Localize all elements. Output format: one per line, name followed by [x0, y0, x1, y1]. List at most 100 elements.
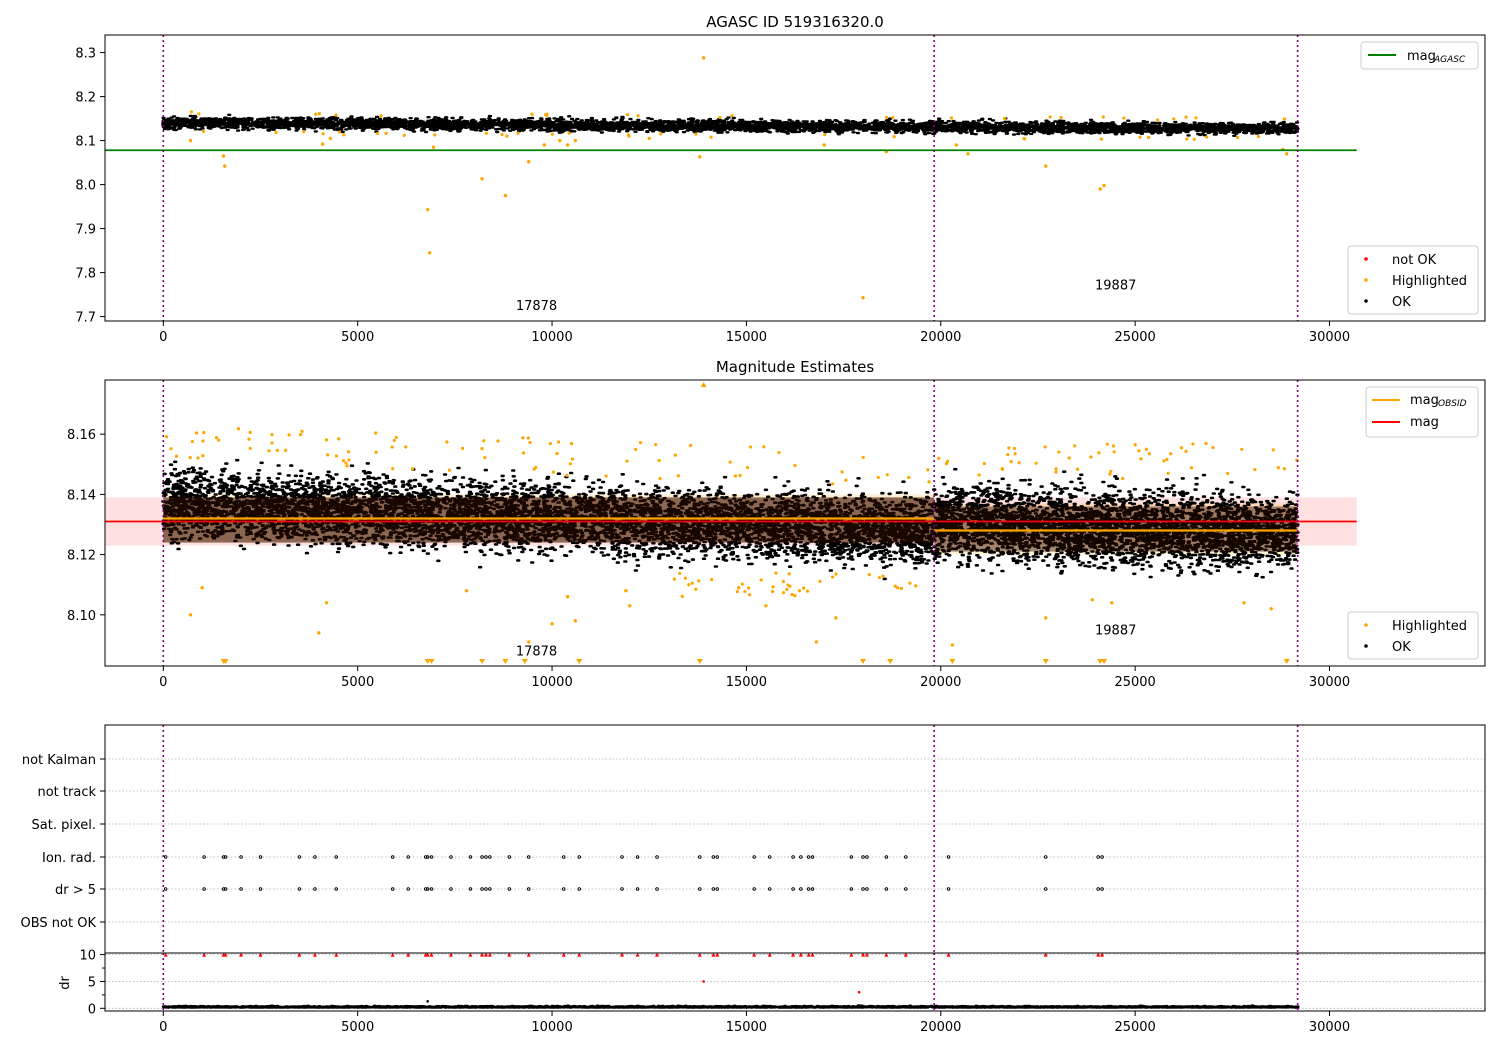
- panel2-highlighted-point: [1034, 461, 1038, 465]
- panel3-flag-marker: [752, 855, 756, 859]
- panel2-highlighted-point: [1017, 461, 1021, 465]
- panel4-clipped-marker: [655, 952, 659, 957]
- panel2-highlighted-point: [654, 442, 658, 447]
- panel3-flag-marker: [526, 887, 531, 891]
- panel1-ytick-label: 7.8: [75, 267, 96, 282]
- panel1-highlighted-point: [1048, 115, 1052, 119]
- panel2-highlighted-point: [188, 613, 193, 617]
- panel3-flag-marker: [313, 855, 317, 859]
- panel2-below-range-marker: [502, 659, 509, 664]
- panel2-annotation: 19887: [1095, 623, 1136, 638]
- panel2-below-range-marker: [428, 659, 435, 664]
- panel2-highlighted-point: [521, 451, 526, 455]
- panel3-flag-marker: [635, 855, 640, 859]
- panel1-xtick-label: 5000: [341, 330, 374, 345]
- panel2-highlighted-point: [341, 458, 346, 463]
- panel1-highlighted-point: [431, 145, 436, 149]
- panel3-flag-marker: [810, 855, 815, 859]
- panel2-highlighted-point: [346, 450, 351, 454]
- panel2-highlighted-point: [287, 433, 291, 437]
- panel1-highlighted-point: [1172, 117, 1176, 121]
- panel1-highlighted-point: [505, 134, 509, 138]
- panel2-dense-core: [934, 506, 1298, 552]
- panel3-flag-marker: [561, 887, 566, 891]
- panel4-clipped-marker: [223, 952, 228, 957]
- panel3-flag-marker: [655, 855, 659, 859]
- panel1-highlighted-point: [1147, 135, 1151, 140]
- panel2-highlighted-point: [1044, 616, 1048, 620]
- panel2-highlighted-point: [881, 574, 885, 578]
- panel2-highlighted-point: [748, 445, 753, 449]
- panel3-flag-marker: [334, 855, 339, 859]
- panel1-highlighted-point: [516, 131, 520, 135]
- panel2-below-range-marker: [1101, 659, 1108, 664]
- panel2-highlighted-point: [528, 440, 532, 445]
- panel2-highlighted-point: [324, 438, 329, 442]
- panel2-below-range-marker: [479, 659, 486, 664]
- panel1-highlighted-point: [1205, 135, 1209, 139]
- panel1-highlighted-point: [567, 131, 571, 135]
- panel4-outlier: [426, 1000, 429, 1003]
- panel1-highlighted-point: [1003, 116, 1007, 121]
- panel2-highlighted-point: [672, 577, 677, 581]
- panel2-highlighted-point: [550, 622, 554, 626]
- panel2-highlighted-point: [899, 586, 903, 591]
- panel1-title: AGASC ID 519316320.0: [706, 13, 884, 31]
- panel2-highlighted-point: [914, 584, 918, 588]
- panel1-xtick-label: 0: [159, 330, 167, 345]
- panel2-highlighted-point: [683, 576, 687, 580]
- panel1-xtick-label: 30000: [1309, 330, 1350, 345]
- panel2-highlighted-point: [1282, 467, 1286, 471]
- panel3-flag-marker: [799, 855, 803, 859]
- panel1-highlighted-point: [302, 130, 306, 134]
- panel4-clipped-marker: [448, 952, 453, 957]
- panel3-category-label: not track: [37, 785, 96, 800]
- panel2-xtick-label: 30000: [1309, 675, 1350, 690]
- panel3-flag-marker: [1096, 887, 1100, 891]
- panel4-clipped-marker: [635, 952, 640, 957]
- panel3-flag-marker: [526, 855, 531, 859]
- panel4-clipped-marker: [163, 952, 168, 957]
- panel2-highlighted-point: [1012, 446, 1017, 451]
- panel2-highlighted-point: [573, 619, 578, 623]
- panel4-axes-frame: [104, 952, 1486, 1012]
- panel4-clipped-marker: [425, 952, 430, 957]
- panel2-highlighted-point: [275, 448, 279, 453]
- panel3-flag-marker: [561, 855, 566, 859]
- panel2-highlighted-point: [771, 585, 775, 589]
- panel2-legend-marker: [1364, 644, 1368, 648]
- panel2-highlighted-point: [196, 456, 200, 460]
- panel1-highlighted-point: [197, 112, 201, 116]
- panel2-highlighted-point: [548, 441, 552, 446]
- panel2-highlighted-point: [565, 473, 569, 478]
- panel3-flag-marker: [239, 855, 243, 859]
- panel4-ytick-label: 10: [79, 949, 96, 964]
- panel2-highlighted-point: [1144, 447, 1149, 451]
- panel1-annotation: 19887: [1095, 278, 1136, 293]
- panel2-highlighted-point: [270, 433, 274, 437]
- panel2-highlighted-point: [480, 447, 484, 451]
- panel2-highlighted-point: [814, 640, 819, 644]
- panel2-highlighted-point: [687, 583, 691, 587]
- panel3-flag-marker: [390, 855, 395, 859]
- panel1-highlighted-point: [625, 113, 630, 117]
- panel2-highlighted-point: [270, 441, 274, 445]
- panel3-flag-marker: [429, 887, 434, 891]
- panel2-highlighted-point: [926, 468, 930, 472]
- panel1-highlighted-point: [1155, 118, 1160, 122]
- panel3-flag-marker: [221, 855, 226, 859]
- panel1-highlighted-point: [527, 160, 531, 164]
- panel2-highlighted-point: [201, 439, 205, 443]
- panel4-clipped-marker: [507, 952, 512, 957]
- panel1-highlighted-point: [550, 132, 555, 136]
- panel2-highlighted-point: [738, 473, 742, 478]
- panel1-highlighted-point: [480, 177, 484, 181]
- panel2-highlighted-point: [464, 589, 469, 593]
- panel2-highlighted-point: [628, 604, 632, 608]
- panel3-flag-marker: [425, 855, 430, 859]
- panel3-category-label: OBS not OK: [21, 916, 97, 931]
- panel2-highlighted-point: [1269, 607, 1273, 611]
- panel1-highlighted-point: [659, 132, 663, 136]
- panel3-flags: not Kalman not track Sat. pixel. Ion. rad. d…: [21, 725, 1485, 953]
- panel2-highlighted-point: [638, 441, 643, 445]
